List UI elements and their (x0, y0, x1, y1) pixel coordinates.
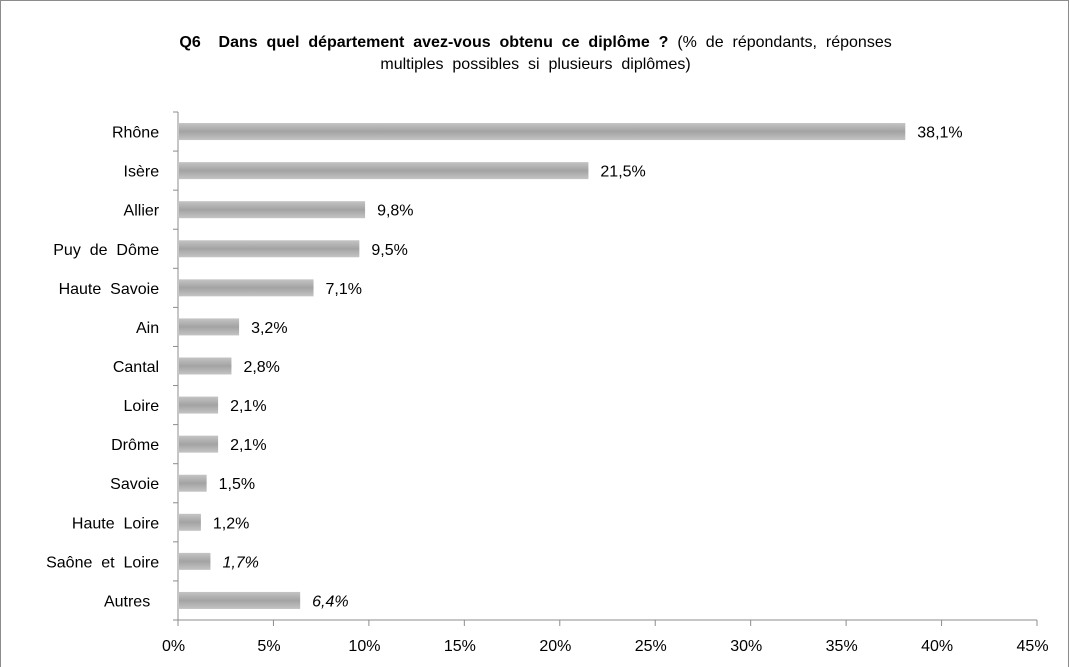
chart-bars (179, 123, 906, 609)
chart-title-line1: Q6 Dans quel département avez-vous obten… (100, 32, 980, 54)
data-label: 7,1% (326, 281, 371, 298)
data-label: 21,5% (600, 164, 654, 181)
category-label: Drôme (111, 437, 168, 454)
chart-axes: 0% 5% 10% 15% 20% 25% 30% 35% 40% 45% (162, 111, 1058, 655)
category-label: Allier (124, 203, 168, 220)
category-label: Haute Savoie (59, 281, 168, 298)
x-tick-label: 45% (1017, 638, 1058, 655)
category-label: Savoie (110, 476, 168, 493)
chart-title-line2: multiples possibles si plusieurs diplôme… (380, 56, 700, 73)
chart-title-bold: Q6 Dans quel département avez-vous obten… (179, 34, 678, 51)
data-label: 2,8% (243, 359, 288, 376)
data-label: 1,7% (222, 554, 267, 571)
category-label: Ain (136, 320, 168, 337)
chart-title: Q6 Dans quel département avez-vous obten… (100, 32, 980, 76)
data-label: 9,5% (371, 242, 416, 259)
data-label: 38,1% (917, 125, 971, 142)
data-label: 2,1% (230, 398, 275, 415)
data-label: 2,1% (230, 437, 275, 454)
bar (179, 513, 201, 531)
data-label: 3,2% (251, 320, 296, 337)
category-label: Puy de Dôme (53, 242, 168, 259)
x-tick-label: 0% (162, 638, 194, 655)
category-label: Cantal (113, 359, 168, 376)
bar (179, 435, 219, 453)
x-tick-label: 35% (826, 638, 867, 655)
bar (179, 396, 219, 414)
bar (179, 318, 240, 336)
x-tick-label: 15% (444, 638, 485, 655)
category-label: Loire (124, 398, 168, 415)
chart-labels: Rhône 38,1% Isère 21,5% Allier 9,8% Puy … (46, 125, 971, 611)
category-label: Autres (104, 593, 168, 610)
bar (179, 474, 207, 492)
data-label: 9,8% (377, 203, 422, 220)
bar (179, 123, 906, 141)
bar (179, 162, 589, 180)
bar (179, 552, 211, 570)
data-label: 1,5% (219, 476, 264, 493)
category-label: Saône et Loire (46, 554, 168, 571)
category-label: Rhône (112, 125, 168, 142)
x-tick-label: 5% (257, 638, 289, 655)
data-label: 1,2% (213, 515, 258, 532)
category-label: Isère (124, 164, 168, 181)
bar (179, 240, 360, 258)
category-label: Haute Loire (72, 515, 168, 532)
x-tick-label: 20% (539, 638, 580, 655)
x-tick-label: 40% (921, 638, 962, 655)
bar (179, 201, 366, 219)
x-tick-label: 10% (348, 638, 389, 655)
chart-title-normal: (% de répondants, réponses (677, 34, 901, 51)
x-tick-label: 25% (635, 638, 676, 655)
data-label: 6,4% (312, 593, 357, 610)
x-tick-label: 30% (730, 638, 771, 655)
bar (179, 357, 232, 375)
bar (179, 279, 314, 297)
bar (179, 591, 301, 609)
